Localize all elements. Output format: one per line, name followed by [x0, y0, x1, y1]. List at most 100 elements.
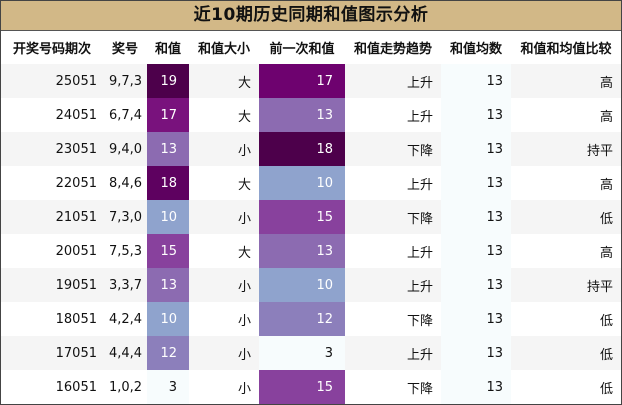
size-cell: 大: [189, 98, 259, 132]
col-header-compare: 和值和均值比较: [511, 31, 621, 64]
numbers-cell: 9,4,0: [103, 132, 147, 166]
sum-cell: 3: [147, 370, 189, 404]
table-row: 17051 4,4,4 12 小 3 上升 13 低: [1, 336, 621, 370]
trend-cell: 上升: [345, 268, 441, 302]
compare-cell: 持平: [511, 132, 621, 166]
table-row: 22051 8,4,6 18 大 10 上升 13 高: [1, 166, 621, 200]
table-row: 16051 1,0,2 3 小 15 下降 13 低: [1, 370, 621, 404]
prev-sum-cell: 12: [259, 302, 345, 336]
issue-cell: 21051: [1, 200, 103, 234]
col-header-numbers: 奖号: [103, 31, 147, 64]
avg-cell: 13: [441, 370, 511, 404]
table-row: 18051 4,2,4 10 小 12 下降 13 低: [1, 302, 621, 336]
table-row: 20051 7,5,3 15 大 13 上升 13 高: [1, 234, 621, 268]
table-row: 19051 3,3,7 13 小 10 上升 13 持平: [1, 268, 621, 302]
avg-cell: 13: [441, 98, 511, 132]
issue-cell: 22051: [1, 166, 103, 200]
size-cell: 大: [189, 64, 259, 98]
avg-cell: 13: [441, 234, 511, 268]
numbers-cell: 7,5,3: [103, 234, 147, 268]
issue-cell: 25051: [1, 64, 103, 98]
table-title: 近10期历史同期和值图示分析: [1, 1, 621, 31]
issue-cell: 19051: [1, 268, 103, 302]
trend-cell: 下降: [345, 132, 441, 166]
numbers-cell: 7,3,0: [103, 200, 147, 234]
compare-cell: 高: [511, 234, 621, 268]
prev-sum-cell: 10: [259, 166, 345, 200]
avg-cell: 13: [441, 132, 511, 166]
col-header-sum: 和值: [147, 31, 189, 64]
issue-cell: 24051: [1, 98, 103, 132]
size-cell: 小: [189, 200, 259, 234]
col-header-size: 和值大小: [189, 31, 259, 64]
sum-cell: 10: [147, 200, 189, 234]
col-header-avg: 和值均数: [441, 31, 511, 64]
sum-analysis-table: 开奖号码期次 奖号 和值 和值大小 前一次和值 和值走势趋势 和值均数 和值和均…: [1, 31, 621, 404]
sum-cell: 12: [147, 336, 189, 370]
size-cell: 大: [189, 166, 259, 200]
trend-cell: 上升: [345, 336, 441, 370]
size-cell: 小: [189, 302, 259, 336]
compare-cell: 高: [511, 166, 621, 200]
prev-sum-cell: 3: [259, 336, 345, 370]
issue-cell: 16051: [1, 370, 103, 404]
avg-cell: 13: [441, 64, 511, 98]
sum-cell: 17: [147, 98, 189, 132]
trend-cell: 下降: [345, 302, 441, 336]
trend-cell: 下降: [345, 200, 441, 234]
table-row: 24051 6,7,4 17 大 13 上升 13 高: [1, 98, 621, 132]
col-header-issue: 开奖号码期次: [1, 31, 103, 64]
prev-sum-cell: 13: [259, 234, 345, 268]
numbers-cell: 1,0,2: [103, 370, 147, 404]
avg-cell: 13: [441, 200, 511, 234]
numbers-cell: 4,2,4: [103, 302, 147, 336]
sum-cell: 18: [147, 166, 189, 200]
header-row: 开奖号码期次 奖号 和值 和值大小 前一次和值 和值走势趋势 和值均数 和值和均…: [1, 31, 621, 64]
prev-sum-cell: 10: [259, 268, 345, 302]
sum-cell: 13: [147, 132, 189, 166]
table-row: 21051 7,3,0 10 小 15 下降 13 低: [1, 200, 621, 234]
issue-cell: 20051: [1, 234, 103, 268]
avg-cell: 13: [441, 166, 511, 200]
col-header-prev-sum: 前一次和值: [259, 31, 345, 64]
size-cell: 大: [189, 234, 259, 268]
trend-cell: 上升: [345, 166, 441, 200]
compare-cell: 低: [511, 200, 621, 234]
prev-sum-cell: 15: [259, 200, 345, 234]
size-cell: 小: [189, 132, 259, 166]
avg-cell: 13: [441, 336, 511, 370]
trend-cell: 上升: [345, 64, 441, 98]
table-row: 25051 9,7,3 19 大 17 上升 13 高: [1, 64, 621, 98]
sum-cell: 15: [147, 234, 189, 268]
numbers-cell: 9,7,3: [103, 64, 147, 98]
table-body: 25051 9,7,3 19 大 17 上升 13 高 24051 6,7,4 17 大 13 上升 13 高…: [1, 64, 621, 404]
avg-cell: 13: [441, 302, 511, 336]
avg-cell: 13: [441, 268, 511, 302]
size-cell: 小: [189, 370, 259, 404]
compare-cell: 低: [511, 336, 621, 370]
prev-sum-cell: 18: [259, 132, 345, 166]
numbers-cell: 8,4,6: [103, 166, 147, 200]
numbers-cell: 6,7,4: [103, 98, 147, 132]
col-header-trend: 和值走势趋势: [345, 31, 441, 64]
sum-cell: 19: [147, 64, 189, 98]
size-cell: 小: [189, 336, 259, 370]
trend-cell: 下降: [345, 370, 441, 404]
compare-cell: 持平: [511, 268, 621, 302]
table-row: 23051 9,4,0 13 小 18 下降 13 持平: [1, 132, 621, 166]
numbers-cell: 4,4,4: [103, 336, 147, 370]
numbers-cell: 3,3,7: [103, 268, 147, 302]
issue-cell: 23051: [1, 132, 103, 166]
sum-cell: 13: [147, 268, 189, 302]
issue-cell: 17051: [1, 336, 103, 370]
compare-cell: 低: [511, 370, 621, 404]
trend-cell: 上升: [345, 234, 441, 268]
compare-cell: 高: [511, 64, 621, 98]
sum-cell: 10: [147, 302, 189, 336]
issue-cell: 18051: [1, 302, 103, 336]
size-cell: 小: [189, 268, 259, 302]
prev-sum-cell: 17: [259, 64, 345, 98]
compare-cell: 低: [511, 302, 621, 336]
prev-sum-cell: 15: [259, 370, 345, 404]
